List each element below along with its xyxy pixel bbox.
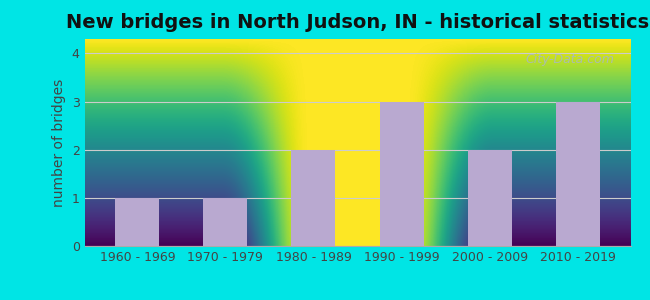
Bar bbox=[115, 198, 159, 246]
Bar bbox=[291, 150, 335, 246]
Title: New bridges in North Judson, IN - historical statistics: New bridges in North Judson, IN - histor… bbox=[66, 13, 649, 32]
Bar bbox=[203, 198, 248, 246]
Bar bbox=[380, 102, 424, 246]
Bar bbox=[467, 150, 512, 246]
Text: City-Data.com: City-Data.com bbox=[525, 53, 614, 67]
Bar bbox=[556, 102, 600, 246]
Y-axis label: number of bridges: number of bridges bbox=[52, 78, 66, 207]
